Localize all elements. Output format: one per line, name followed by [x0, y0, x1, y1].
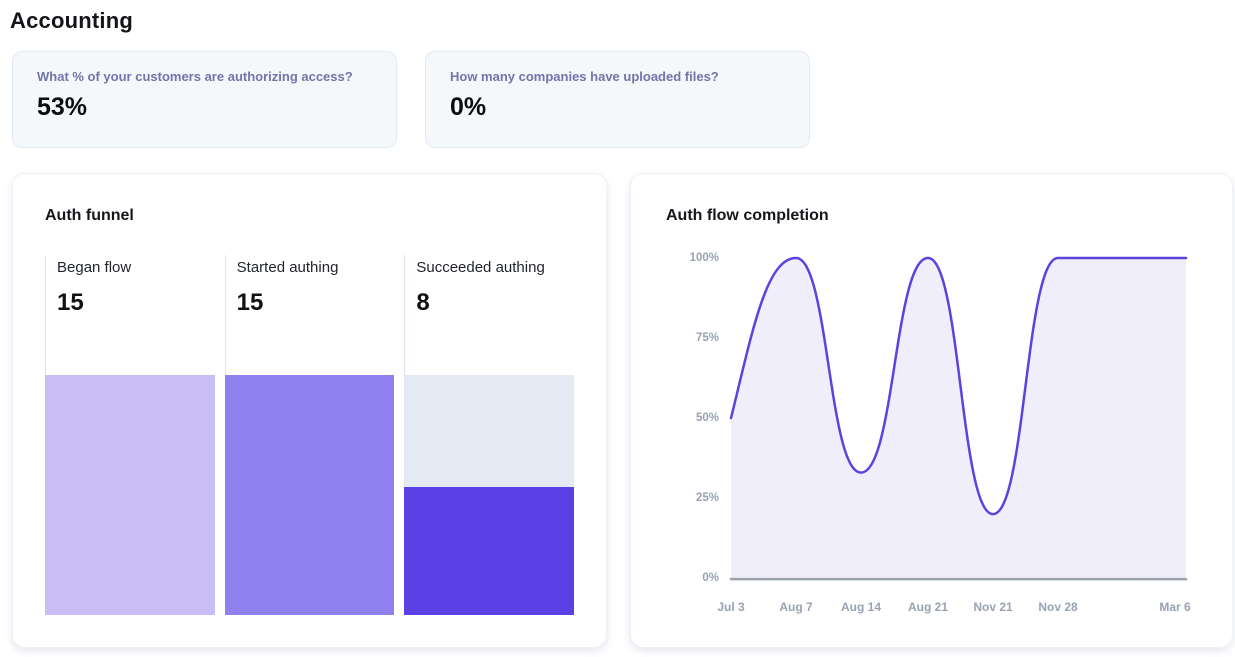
- funnel-column-began-flow: Began flow 15: [45, 255, 215, 615]
- x-axis-tick-label: Mar 6: [1159, 600, 1191, 614]
- x-axis-tick-label: Nov 21: [973, 600, 1013, 614]
- funnel-stage-value: 15: [57, 289, 84, 316]
- y-axis-tick-label: 0%: [702, 572, 719, 584]
- funnel-stage-value: 8: [416, 289, 430, 316]
- stat-value: 53%: [37, 93, 88, 121]
- funnel-bar-track: [404, 375, 575, 615]
- funnel-stage-label: Started authing: [236, 259, 339, 276]
- funnel-bar-fill: [224, 375, 395, 615]
- funnel-stage-head: Succeeded authing 8: [404, 255, 574, 375]
- stat-question: What % of your customers are authorizing…: [37, 69, 353, 84]
- funnel-bar-fill: [404, 487, 575, 615]
- stat-cards-row: What % of your customers are authorizing…: [12, 51, 1235, 148]
- stat-card-auth-percent: What % of your customers are authorizing…: [12, 51, 397, 148]
- line-chart-svg: [729, 256, 1188, 581]
- y-axis-tick-label: 25%: [695, 492, 719, 504]
- funnel-column-succeeded-authing: Succeeded authing 8: [404, 255, 575, 615]
- x-axis-tick-label: Aug 21: [907, 600, 949, 614]
- funnel-stage-label: Succeeded authing: [416, 259, 545, 276]
- auth-funnel-card: Auth funnel Began flow 15 Started authin…: [12, 173, 607, 648]
- area-fill: [731, 258, 1186, 579]
- stat-question: How many companies have uploaded files?: [450, 69, 719, 84]
- x-axis-tick-label: Jul 3: [717, 600, 745, 614]
- funnel-stage-label: Began flow: [57, 259, 132, 276]
- funnel-stage-value: 15: [236, 289, 264, 316]
- charts-row: Auth funnel Began flow 15 Started authin…: [12, 173, 1235, 648]
- page-title: Accounting: [10, 8, 133, 33]
- x-axis-tick-label: Aug 7: [779, 600, 813, 614]
- x-axis-tick-label: Nov 28: [1038, 600, 1078, 614]
- funnel-column-started-authing: Started authing 15: [224, 255, 395, 615]
- stat-value: 0%: [450, 93, 487, 121]
- funnel-chart: Began flow 15 Started authing 15 Succe: [45, 255, 575, 615]
- funnel-bar-fill: [45, 375, 215, 615]
- line-path: [729, 256, 1188, 516]
- funnel-bar-track: [45, 375, 215, 615]
- line-chart-plot: 100% 75% 50% 25% 0% Jul 3 Aug 7 Aug 14 Aug 21 No…: [690, 252, 1191, 614]
- stat-card-uploaded-files: How many companies have uploaded files? …: [425, 51, 810, 148]
- funnel-stage-head: Began flow 15: [45, 255, 215, 375]
- funnel-stage-head: Started authing 15: [224, 255, 395, 375]
- y-axis-tick-label: 50%: [695, 412, 719, 424]
- y-axis-tick-label: 100%: [689, 252, 719, 264]
- card-title: Auth flow completion: [666, 207, 829, 224]
- auth-flow-completion-card: Auth flow completion 100% 75% 50% 25% 0% Jul…: [630, 173, 1233, 648]
- x-axis-tick-label: Aug 14: [840, 600, 882, 614]
- funnel-bar-track: [224, 375, 395, 615]
- y-axis-tick-label: 75%: [695, 332, 719, 344]
- card-title: Auth funnel: [45, 207, 134, 224]
